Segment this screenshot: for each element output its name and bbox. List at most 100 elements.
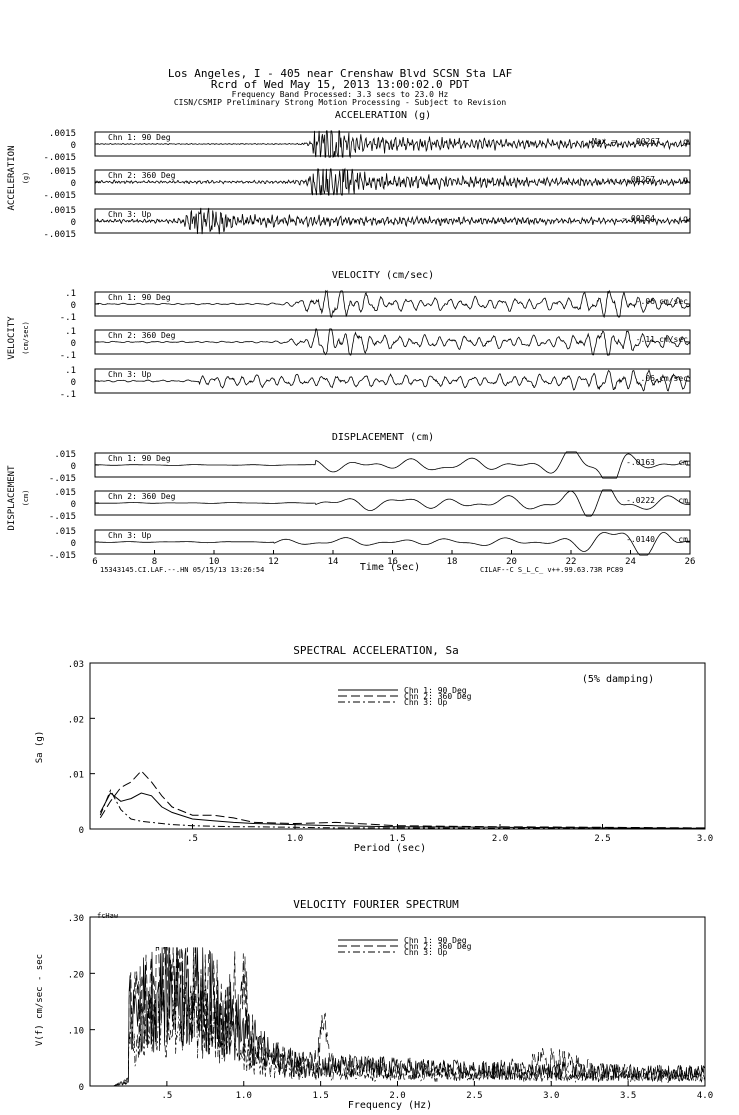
velocity-title: VELOCITY (cm/sec): [332, 270, 434, 281]
peak-unit-label: cm: [678, 535, 688, 544]
xtick-label: 16: [387, 557, 398, 567]
fourier-xtick-label: 2.0: [389, 1091, 405, 1101]
sa-xtick-label: 1.0: [287, 834, 303, 844]
ytick-label: -.0015: [43, 230, 76, 240]
fourier-legend-label: Chn 3: Up: [404, 948, 448, 957]
xtick-label: 12: [268, 557, 279, 567]
ytick-label: .1: [65, 327, 76, 337]
ytick-label: -.0015: [43, 191, 76, 201]
sa-frame: [89, 662, 706, 830]
header-line-4: CISN/CSMIP Preliminary Strong Motion Pro…: [174, 98, 507, 107]
peak-unit-label: cm/sec: [659, 297, 688, 306]
fourier-spectrum-panel: VELOCITY FOURIER SPECTRUM V(f) cm/sec - …: [35, 898, 459, 1111]
sa-ytick-label: 0: [79, 826, 84, 836]
waveform-trace: [94, 167, 691, 196]
sa-legend-label: Chn 1: 90 Deg: [404, 686, 467, 695]
fourier-xtick-label: 4.0: [697, 1091, 713, 1101]
channel-label: Chn 1: 90 Deg: [108, 454, 171, 463]
ytick-label: -.1: [60, 313, 76, 323]
peak-value-label: -.0140: [626, 535, 655, 544]
fourier-xtick-label: 2.5: [466, 1091, 482, 1101]
ytick-label: .015: [54, 527, 76, 537]
fourier-title: VELOCITY FOURIER SPECTRUM: [293, 898, 459, 911]
displacement-ylabel-unit: (cm): [22, 490, 30, 507]
sa-series-line: [99, 770, 706, 829]
sa-ytick-label: .03: [68, 660, 84, 670]
ytick-label: .015: [54, 488, 76, 498]
fourier-series-line: [113, 947, 706, 1087]
peak-value-label: .06: [641, 374, 656, 383]
channel-label: Chn 2: 360 Deg: [108, 171, 176, 180]
velocity-ylabel: VELOCITY: [7, 316, 17, 360]
fourier-plot: .30 .20 .10 0 .5 1.0 1.5 2.0 2.5 3.0 3.5 4.0 Chn 1: …: [68, 914, 713, 1101]
peak-value-label: -.0222: [626, 496, 655, 505]
displacement-panel: DISPLACEMENT (cm) DISPLACEMENT (cm) Time…: [7, 432, 623, 574]
waveform-trace: [94, 328, 691, 356]
channel-label: Chn 3: Up: [108, 370, 152, 379]
acceleration-ylabel-unit: (g): [22, 172, 30, 185]
fourier-xtick-label: 3.0: [543, 1091, 559, 1101]
velocity-ylabel-unit: (cm/sec): [22, 321, 30, 355]
ytick-label: -.1: [60, 351, 76, 361]
fourier-ylabel: V(f) cm/sec - sec: [35, 954, 45, 1046]
header-line-1: Los Angeles, I - 405 near Crenshaw Blvd …: [168, 67, 512, 80]
sa-xtick-label: 3.0: [697, 834, 713, 844]
trace-frame: [94, 208, 691, 234]
report-header: Los Angeles, I - 405 near Crenshaw Blvd …: [168, 67, 512, 107]
peak-unit-label: g: [683, 137, 688, 146]
sa-xlabel: Period (sec): [354, 843, 426, 854]
sa-ytick-label: .02: [68, 715, 84, 725]
waveform-trace: [95, 532, 690, 556]
ytick-label: .1: [65, 366, 76, 376]
fourier-xlabel: Frequency (Hz): [348, 1100, 432, 1111]
xtick-label: 22: [566, 557, 577, 567]
fourier-xtick-label: .5: [161, 1091, 172, 1101]
ytick-label: 0: [71, 539, 76, 549]
sa-ytick-label: .01: [68, 771, 84, 781]
fourier-xtick-label: 1.0: [236, 1091, 252, 1101]
fourier-legend-label: Chn 1: 90 Deg: [404, 936, 467, 945]
sa-title: SPECTRAL ACCELERATION, Sa: [293, 644, 459, 657]
sa-xtick-label: .5: [187, 834, 198, 844]
fourier-ytick-label: 0: [79, 1083, 84, 1093]
fourier-ytick-label: .30: [68, 914, 84, 924]
xtick-label: 14: [328, 557, 339, 567]
ytick-label: .015: [54, 450, 76, 460]
xtick-label: 18: [447, 557, 458, 567]
xtick-label: 6: [92, 557, 97, 567]
xtick-label: 24: [625, 557, 636, 567]
ytick-label: -.015: [49, 551, 76, 561]
ytick-label: 0: [71, 378, 76, 388]
ytick-label: .0015: [49, 167, 76, 177]
sa-series-line: [99, 789, 705, 829]
sa-xtick-label: 2.5: [594, 834, 610, 844]
waveform-trace: [95, 451, 691, 479]
ytick-label: 0: [71, 218, 76, 228]
header-line-3: Frequency Band Processed: 3.3 secs to 23…: [232, 90, 449, 99]
xtick-label: 10: [209, 557, 220, 567]
fourier-xtick-label: 1.5: [312, 1091, 328, 1101]
channel-label: Chn 3: Up: [108, 210, 152, 219]
sa-series-line: [99, 792, 706, 829]
fourier-series-line: [112, 980, 706, 1087]
ytick-label: 0: [71, 179, 76, 189]
sa-xtick-label: 1.5: [389, 834, 405, 844]
peak-unit-label: cm: [678, 496, 688, 505]
xtick-label: 20: [506, 557, 517, 567]
fourier-ytick-label: .10: [68, 1027, 84, 1037]
channel-label: Chn 2: 360 Deg: [108, 331, 176, 340]
time-axis: 6 8 10 12 14 16 18 20 22 24 26: [92, 550, 695, 567]
header-line-2: Rcrd of Wed May 15, 2013 13:00:02.0 PDT: [211, 78, 470, 91]
ytick-label: 0: [71, 141, 76, 151]
peak-unit-label: cm/sec: [659, 335, 688, 344]
velocity-panel: VELOCITY (cm/sec) VELOCITY (cm/sec): [7, 270, 434, 360]
ytick-label: -.0015: [43, 153, 76, 163]
acceleration-ylabel: ACCELERATION: [7, 145, 17, 210]
peak-value-label: -.11: [636, 335, 655, 344]
peak-unit-label: g: [683, 214, 688, 223]
waveform-trace: [94, 369, 691, 392]
fourier-corner-label: fcHaw: [97, 912, 119, 920]
ytick-label: 0: [71, 462, 76, 472]
